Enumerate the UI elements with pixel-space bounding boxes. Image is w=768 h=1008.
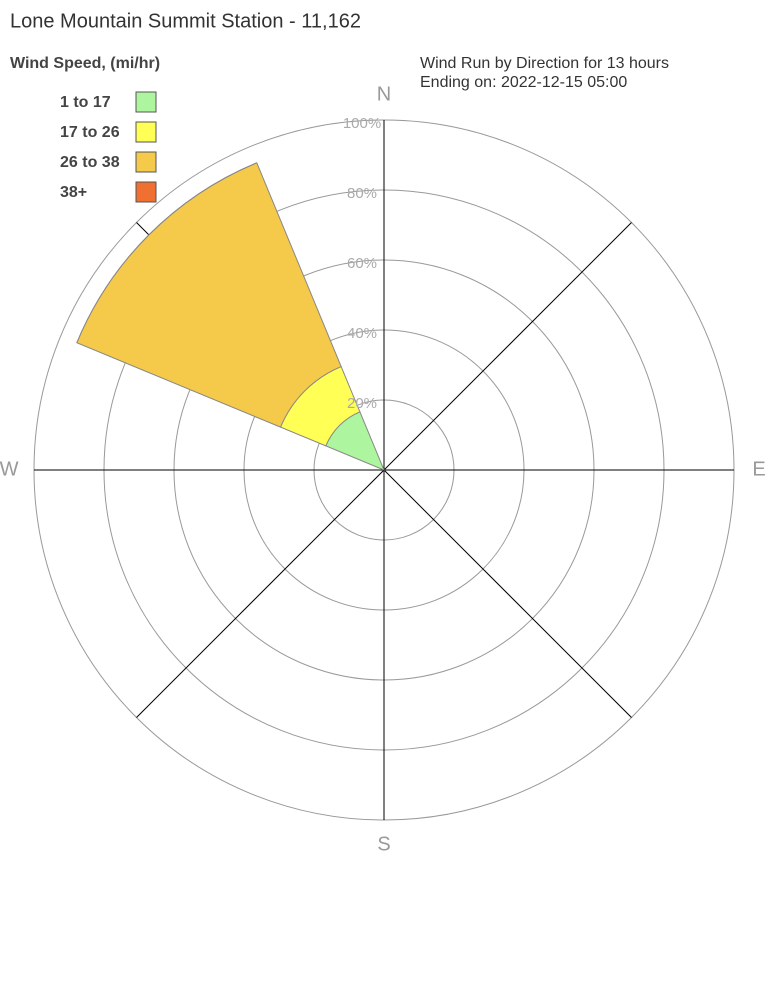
r-tick-label: 80% <box>347 185 377 202</box>
r-tick-label: 20% <box>347 395 377 412</box>
legend-swatch <box>135 181 157 203</box>
direction-label: S <box>377 833 390 855</box>
r-tick-label: 40% <box>347 325 377 342</box>
direction-label: E <box>752 458 765 480</box>
chart-title: Lone Mountain Summit Station - 11,162 <box>10 10 361 32</box>
legend-title: Wind Speed, (mi/hr) <box>10 55 160 72</box>
subtitle: Ending on: 2022-12-15 05:00 <box>420 74 627 91</box>
legend-label: 38+ <box>60 184 87 201</box>
r-tick-label: 60% <box>347 255 377 272</box>
subtitle: Wind Run by Direction for 13 hours <box>420 55 669 72</box>
r-tick-label: 100% <box>343 115 381 132</box>
direction-label: W <box>0 458 19 480</box>
legend-swatch <box>135 121 157 143</box>
spoke <box>383 222 632 471</box>
spoke <box>383 469 632 718</box>
legend-label: 17 to 26 <box>60 124 120 141</box>
direction-label: N <box>377 83 391 105</box>
spoke <box>136 469 385 718</box>
legend-label: 26 to 38 <box>60 154 120 171</box>
legend-label: 1 to 17 <box>60 94 111 111</box>
legend-swatch <box>135 151 157 173</box>
legend-swatch <box>135 91 157 113</box>
